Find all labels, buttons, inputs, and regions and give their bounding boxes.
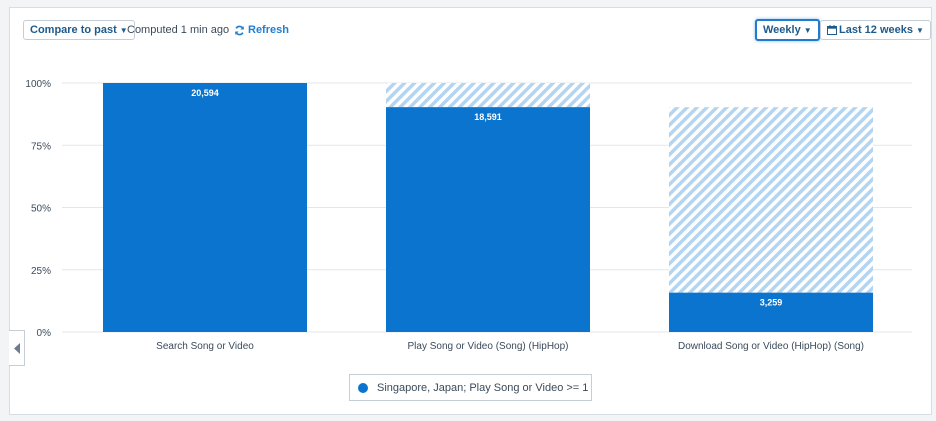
chevron-down-icon: ▼: [119, 25, 128, 35]
bar-count-label: 18,591: [474, 112, 502, 122]
y-tick-label: 100%: [25, 79, 51, 90]
conversion-bar: [103, 83, 307, 332]
compare-to-past-button[interactable]: Compare to past ▼: [23, 20, 135, 40]
dropoff-bar: [386, 83, 590, 108]
x-category-label: Play Song or Video (Song) (HipHop): [407, 341, 568, 352]
refresh-button[interactable]: Refresh: [234, 24, 289, 36]
chevron-down-icon: ▼: [803, 25, 812, 35]
conversion-bar: [386, 107, 590, 332]
x-category-label: Search Song or Video: [156, 341, 254, 352]
y-tick-label: 0%: [37, 328, 52, 339]
y-tick-label: 25%: [31, 266, 51, 277]
interval-dropdown[interactable]: Weekly ▼: [755, 19, 820, 41]
x-category-label: Download Song or Video (HipHop) (Song): [678, 341, 864, 352]
calendar-icon: [827, 25, 837, 35]
compare-to-past-label: Compare to past: [30, 24, 117, 36]
legend-series-label: Singapore, Japan; Play Song or Video >= …: [377, 381, 589, 394]
bar-count-label: 20,594: [191, 88, 219, 98]
interval-label: Weekly: [763, 24, 801, 36]
legend-series-dot: [358, 382, 368, 393]
caret-left-icon: [13, 342, 20, 354]
y-tick-label: 75%: [31, 141, 51, 152]
date-range-dropdown[interactable]: Last 12 weeks ▼: [820, 20, 931, 40]
conversion-bar: [669, 292, 873, 332]
refresh-icon: [235, 25, 244, 35]
chevron-down-icon: ▼: [916, 25, 924, 35]
y-tick-label: 50%: [31, 204, 51, 215]
date-range-label: Last 12 weeks: [839, 24, 913, 36]
chart-legend[interactable]: Singapore, Japan; Play Song or Video >= …: [349, 374, 592, 401]
dropoff-bar: [669, 107, 873, 293]
refresh-label: Refresh: [248, 24, 289, 36]
collapse-panel-handle[interactable]: [9, 330, 25, 366]
computed-status: Computed 1 min ago: [127, 24, 230, 36]
bar-count-label: 3,259: [760, 298, 783, 308]
